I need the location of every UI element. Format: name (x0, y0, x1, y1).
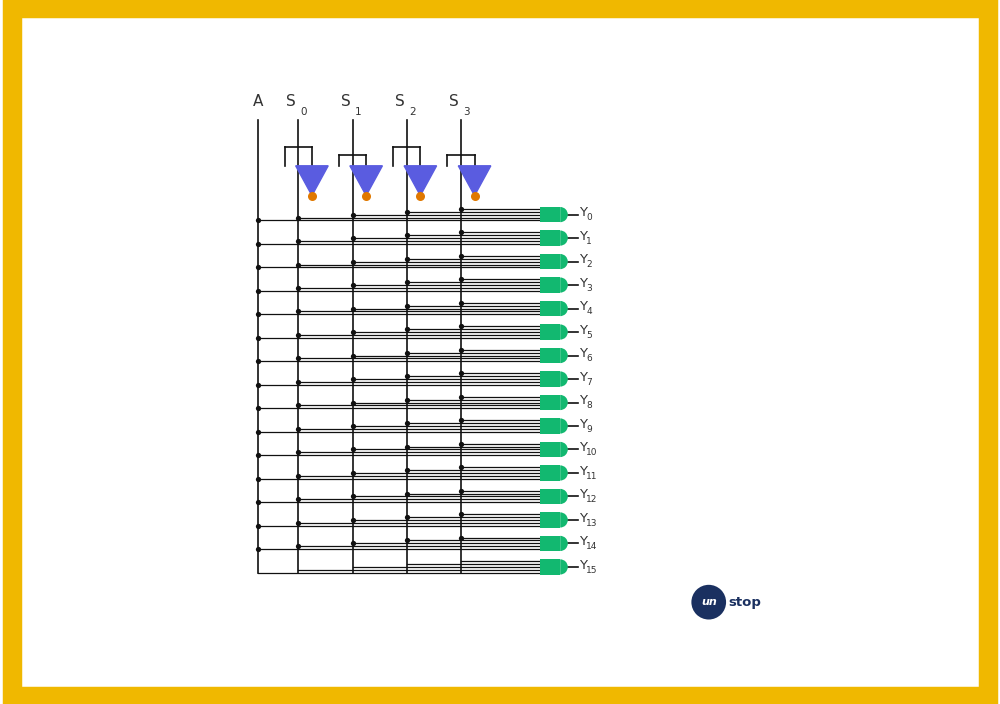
Text: S: S (449, 94, 459, 109)
Text: Y: Y (579, 371, 587, 384)
Bar (540, 536, 560, 551)
Text: Y: Y (579, 489, 587, 501)
Text: Y: Y (579, 441, 587, 454)
Text: 4: 4 (586, 307, 592, 316)
Text: 10: 10 (586, 448, 598, 457)
Text: 2: 2 (409, 107, 416, 117)
Text: 3: 3 (586, 284, 592, 293)
Wedge shape (560, 254, 568, 269)
Wedge shape (560, 442, 568, 457)
Polygon shape (404, 166, 437, 196)
Text: Y: Y (579, 253, 587, 266)
Wedge shape (560, 301, 568, 316)
Text: 6: 6 (586, 354, 592, 363)
Wedge shape (560, 489, 568, 504)
Text: 2: 2 (586, 260, 592, 270)
Wedge shape (560, 325, 568, 339)
Circle shape (691, 585, 726, 620)
Text: Y: Y (579, 394, 587, 408)
Wedge shape (560, 560, 568, 574)
Text: stop: stop (729, 596, 762, 609)
Text: 13: 13 (586, 519, 598, 528)
Text: Y: Y (579, 347, 587, 360)
Text: 0: 0 (301, 107, 307, 117)
Bar (540, 348, 560, 363)
Text: Y: Y (579, 301, 587, 313)
Bar (540, 372, 560, 386)
Text: S: S (341, 94, 350, 109)
Bar (540, 207, 560, 222)
Text: 5: 5 (586, 331, 592, 340)
Bar (540, 395, 560, 410)
Bar (540, 465, 560, 481)
Wedge shape (560, 465, 568, 481)
Text: Y: Y (579, 277, 587, 290)
Polygon shape (296, 166, 328, 196)
Text: Y: Y (579, 535, 587, 548)
Bar (540, 513, 560, 527)
Wedge shape (560, 348, 568, 363)
Bar (540, 301, 560, 316)
Wedge shape (560, 395, 568, 410)
Wedge shape (560, 536, 568, 551)
Text: 9: 9 (586, 425, 592, 434)
Bar (540, 325, 560, 339)
Text: Y: Y (579, 230, 587, 243)
Text: Y: Y (579, 418, 587, 431)
Bar (540, 277, 560, 293)
Text: Y: Y (579, 465, 587, 478)
Text: Y: Y (579, 512, 587, 524)
Text: 3: 3 (463, 107, 470, 117)
Text: Y: Y (579, 559, 587, 572)
Wedge shape (560, 207, 568, 222)
Text: 8: 8 (586, 401, 592, 410)
Bar (540, 560, 560, 574)
Wedge shape (560, 230, 568, 246)
Text: 1: 1 (586, 237, 592, 246)
Wedge shape (560, 372, 568, 386)
Text: Y: Y (579, 206, 587, 220)
Text: A: A (253, 94, 263, 109)
Text: 0: 0 (586, 213, 592, 222)
Bar (540, 489, 560, 504)
Text: 14: 14 (586, 542, 598, 551)
Text: Y: Y (579, 324, 587, 337)
Text: un: un (701, 597, 717, 607)
Bar (540, 442, 560, 457)
Bar (540, 418, 560, 434)
Text: S: S (286, 94, 296, 109)
Polygon shape (458, 166, 491, 196)
Text: S: S (395, 94, 405, 109)
Text: 1: 1 (355, 107, 361, 117)
Polygon shape (350, 166, 382, 196)
Wedge shape (560, 418, 568, 434)
Wedge shape (560, 513, 568, 527)
Bar (540, 254, 560, 269)
Text: 11: 11 (586, 472, 598, 481)
Text: 7: 7 (586, 378, 592, 386)
Bar (540, 230, 560, 246)
Wedge shape (560, 277, 568, 293)
Text: 12: 12 (586, 495, 598, 504)
Text: 15: 15 (586, 566, 598, 574)
